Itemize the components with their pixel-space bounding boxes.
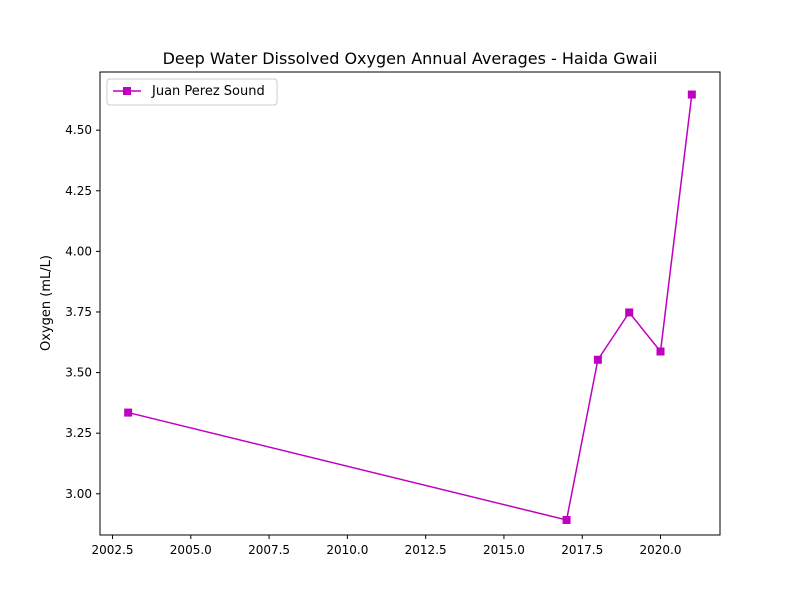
y-axis: 3.00 3.25 3.50 3.75 4.00 4.25 4.50 xyxy=(65,123,100,501)
data-point-marker xyxy=(593,355,602,364)
x-tick-label: 2015.0 xyxy=(483,543,525,557)
series-line xyxy=(128,94,693,521)
y-tick-label: 3.50 xyxy=(65,366,92,380)
y-tick-label: 4.25 xyxy=(65,184,92,198)
data-point-marker xyxy=(124,408,133,417)
x-tick-label: 2010.0 xyxy=(326,543,368,557)
x-tick-label: 2005.0 xyxy=(170,543,212,557)
y-tick-label: 4.00 xyxy=(65,244,92,258)
data-point-marker xyxy=(656,347,665,356)
x-tick-label: 2020.0 xyxy=(640,543,682,557)
y-tick-label: 3.75 xyxy=(65,305,92,319)
y-tick-label: 4.50 xyxy=(65,123,92,137)
data-point-marker xyxy=(625,308,634,317)
y-tick-label: 3.25 xyxy=(65,426,92,440)
plot-area-frame xyxy=(99,71,721,536)
legend-box xyxy=(106,78,278,106)
legend-marker-swatch xyxy=(123,87,131,95)
y-tick-label: 3.00 xyxy=(65,487,92,501)
data-point-marker xyxy=(687,90,696,99)
legend: Juan Perez Sound xyxy=(106,78,278,106)
x-tick-label: 2007.5 xyxy=(248,543,290,557)
data-point-marker xyxy=(562,515,571,524)
x-axis: 2002.5 2005.0 2007.5 2010.0 2012.5 2015.0 2017… xyxy=(92,535,682,557)
chart-title: Deep Water Dissolved Oxygen Annual Avera… xyxy=(163,49,658,68)
x-tick-label: 2012.5 xyxy=(405,543,447,557)
x-tick-label: 2002.5 xyxy=(92,543,134,557)
legend-label: Juan Perez Sound xyxy=(151,84,265,99)
y-axis-label: Oxygen (mL/L) xyxy=(39,255,54,351)
x-tick-label: 2017.5 xyxy=(561,543,603,557)
series-layer xyxy=(124,90,696,524)
